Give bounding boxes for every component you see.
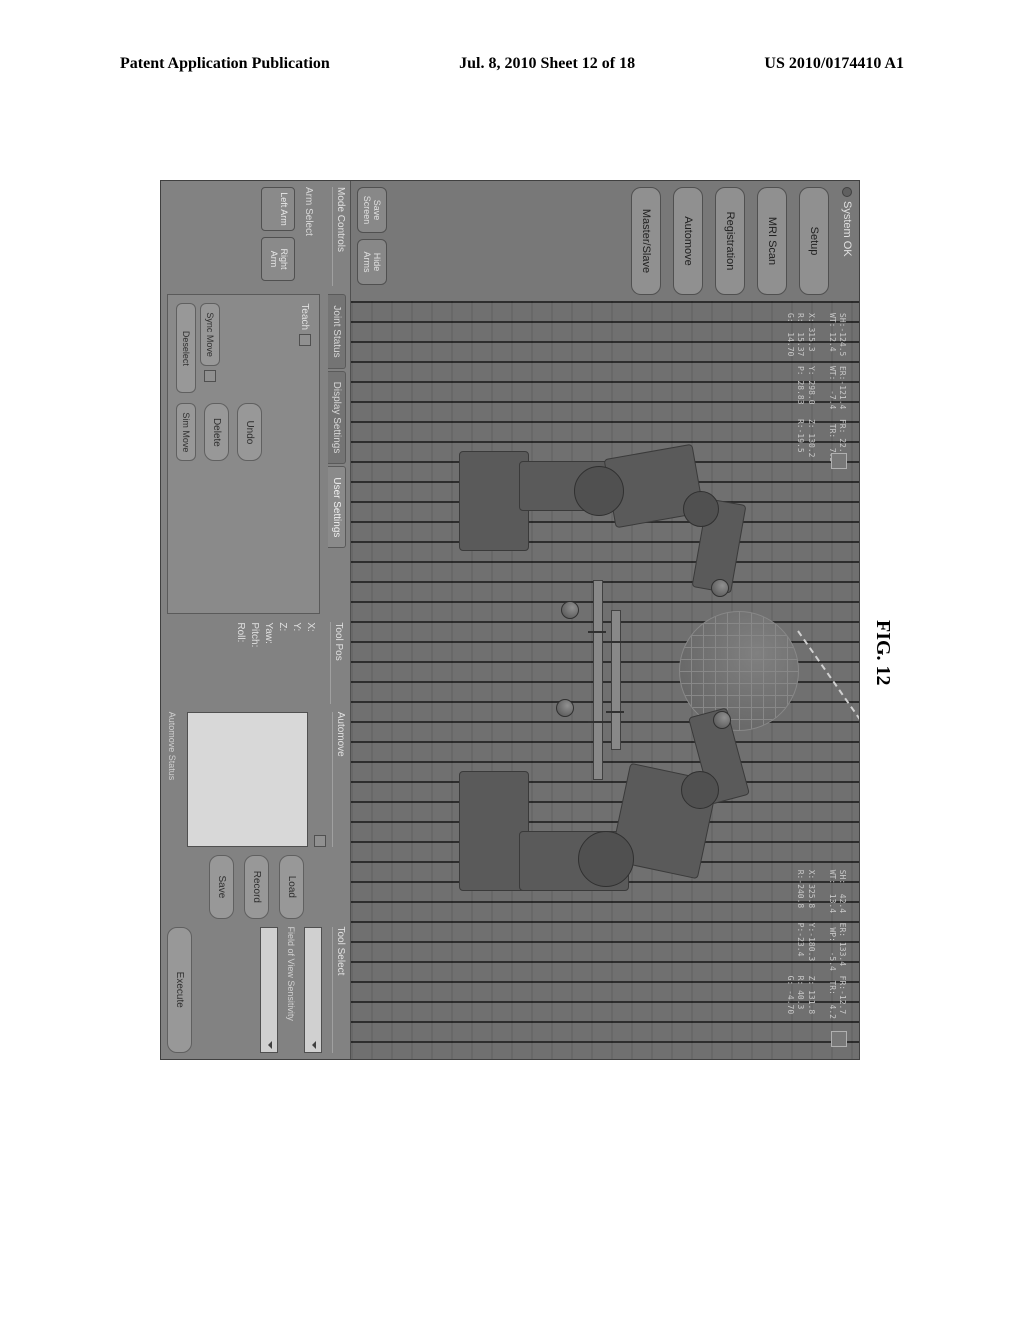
delete-button[interactable]: Delete <box>204 403 229 461</box>
arm-select-label: Arm Select <box>303 187 314 286</box>
tp-roll-val <box>235 653 246 703</box>
coords-left-readout: SH:-124.5 ER:-121.4 FR: 22.7 WT: 12.4 WT… <box>785 313 847 462</box>
tool-select-dropdown[interactable] <box>304 927 322 1054</box>
automove-check-row[interactable] <box>314 712 326 848</box>
mri-scan-button[interactable]: MRI Scan <box>757 187 787 295</box>
header-right: US 2010/0174410 A1 <box>764 55 904 73</box>
tool-select-title: Tool Select <box>332 927 346 1054</box>
right-arm-button[interactable]: Right Arm <box>261 237 295 281</box>
tp-x-label: X: <box>305 622 316 647</box>
tool-pos-grid: X: Y: Z: Yaw: Pitch: Roll: <box>235 622 316 703</box>
tp-x-val <box>305 653 316 703</box>
coords-right-readout: SH: 42.4 ER: 133.4 FR:-12.7 WT: 13.4 WP:… <box>785 870 847 1019</box>
teach-col: Teach Sync Move Deselect <box>176 303 311 393</box>
tp-pitch-val <box>249 653 260 703</box>
scale-ruler-2 <box>593 580 603 780</box>
tab-user-settings[interactable]: User Settings <box>328 466 346 548</box>
figure-rotated-wrap: System OK Setup MRI Scan Registration Au… <box>70 270 950 970</box>
bottom-panel: Mode Controls Arm Select Left Arm Right … <box>161 181 351 1059</box>
record-button[interactable]: Record <box>244 855 269 918</box>
tabs-row: Joint Status Display Settings User Setti… <box>328 294 346 614</box>
undo-col: Undo Delete Sim Move <box>176 403 311 461</box>
tool-pos-title: Tool Pos <box>330 622 344 703</box>
tp-z-val <box>277 653 288 703</box>
status-text: System OK <box>841 201 853 257</box>
execute-button[interactable]: Execute <box>167 927 192 1054</box>
left-joint-2 <box>683 491 719 527</box>
mode-controls-title: Mode Controls <box>332 187 346 286</box>
effector-icon <box>556 699 574 717</box>
sync-move-button[interactable]: Sync Move <box>200 303 220 366</box>
tp-yaw-val <box>263 653 274 703</box>
checkbox-icon[interactable] <box>204 370 216 382</box>
right-joint-2 <box>681 771 719 809</box>
automove-status-label: Automove Status <box>167 712 177 848</box>
automove-section: Automove Automove Status <box>167 712 346 848</box>
tab-joint-status[interactable]: Joint Status <box>328 294 346 368</box>
trajectory-line <box>797 630 859 762</box>
left-panel-bottom-row: Save Screen Hide Arms <box>357 187 387 295</box>
tp-roll-label: Roll: <box>235 622 246 647</box>
app-top: System OK Setup MRI Scan Registration Au… <box>351 181 859 1059</box>
header-center: Jul. 8, 2010 Sheet 12 of 18 <box>459 55 635 73</box>
figure-caption: FIG. 12 <box>871 620 894 686</box>
automove-button[interactable]: Automove <box>673 187 703 295</box>
registration-button[interactable]: Registration <box>715 187 745 295</box>
hide-arms-button[interactable]: Hide Arms <box>357 239 387 285</box>
checkbox-icon[interactable] <box>299 334 311 346</box>
tp-z-label: Z: <box>277 622 288 647</box>
right-joint-1 <box>578 831 634 887</box>
tool-pos-section: Tool Pos X: Y: Z: Yaw: Pitch: Roll: <box>167 622 346 703</box>
effector-icon <box>561 601 579 619</box>
page-header: Patent Application Publication Jul. 8, 2… <box>120 55 904 73</box>
system-status: System OK <box>841 187 853 295</box>
arm-select-row: Left Arm Right Arm <box>261 187 295 286</box>
tool-select-section: Tool Select Field of View Sensitivity Ex… <box>167 927 346 1054</box>
left-arm-button[interactable]: Left Arm <box>261 187 295 231</box>
mode-controls-section: Mode Controls Arm Select Left Arm Right … <box>167 187 346 286</box>
tp-pitch-label: Pitch: <box>249 622 260 647</box>
checkbox-icon[interactable] <box>314 835 326 847</box>
automove-list[interactable] <box>187 712 308 848</box>
teach-label: Teach <box>300 303 311 330</box>
load-button[interactable]: Load <box>279 855 304 918</box>
undo-button[interactable]: Undo <box>237 403 262 461</box>
tp-y-label: Y: <box>291 622 302 647</box>
master-slave-button[interactable]: Master/Slave <box>631 187 661 295</box>
tabs-section: Joint Status Display Settings User Setti… <box>167 294 346 614</box>
teach-check-row[interactable]: Teach <box>299 303 311 393</box>
effector-icon <box>711 579 729 597</box>
header-left: Patent Application Publication <box>120 55 330 73</box>
tab-display-settings[interactable]: Display Settings <box>328 371 346 465</box>
viewport-3d[interactable]: SH:-124.5 ER:-121.4 FR: 22.7 WT: 12.4 WT… <box>351 301 859 1059</box>
tp-yaw-label: Yaw: <box>263 622 274 647</box>
left-joint-1 <box>574 466 624 516</box>
save-screen-button[interactable]: Save Screen <box>357 187 387 233</box>
left-panel: System OK Setup MRI Scan Registration Au… <box>351 181 859 301</box>
setup-button[interactable]: Setup <box>799 187 829 295</box>
tp-y-val <box>291 653 302 703</box>
scale-ruler-1 <box>611 610 621 750</box>
status-dot-icon <box>842 187 852 197</box>
automove-title: Automove <box>332 712 346 848</box>
fov-dropdown[interactable] <box>260 927 278 1054</box>
fov-label: Field of View Sensitivity <box>286 927 296 1054</box>
right-checkbox[interactable] <box>831 1031 847 1047</box>
save-button[interactable]: Save <box>209 855 234 918</box>
user-settings-body: Teach Sync Move Deselect Undo Delete <box>167 294 320 614</box>
left-checkbox[interactable] <box>831 453 847 469</box>
app-window: System OK Setup MRI Scan Registration Au… <box>160 180 860 1060</box>
automove-buttons-col: Load Record Save <box>167 855 346 918</box>
target-sphere <box>679 611 799 731</box>
effector-icon <box>713 711 731 729</box>
deselect-button[interactable]: Deselect <box>176 303 196 393</box>
syncmove-row: Sync Move <box>200 303 220 393</box>
sim-move-button[interactable]: Sim Move <box>176 403 196 461</box>
